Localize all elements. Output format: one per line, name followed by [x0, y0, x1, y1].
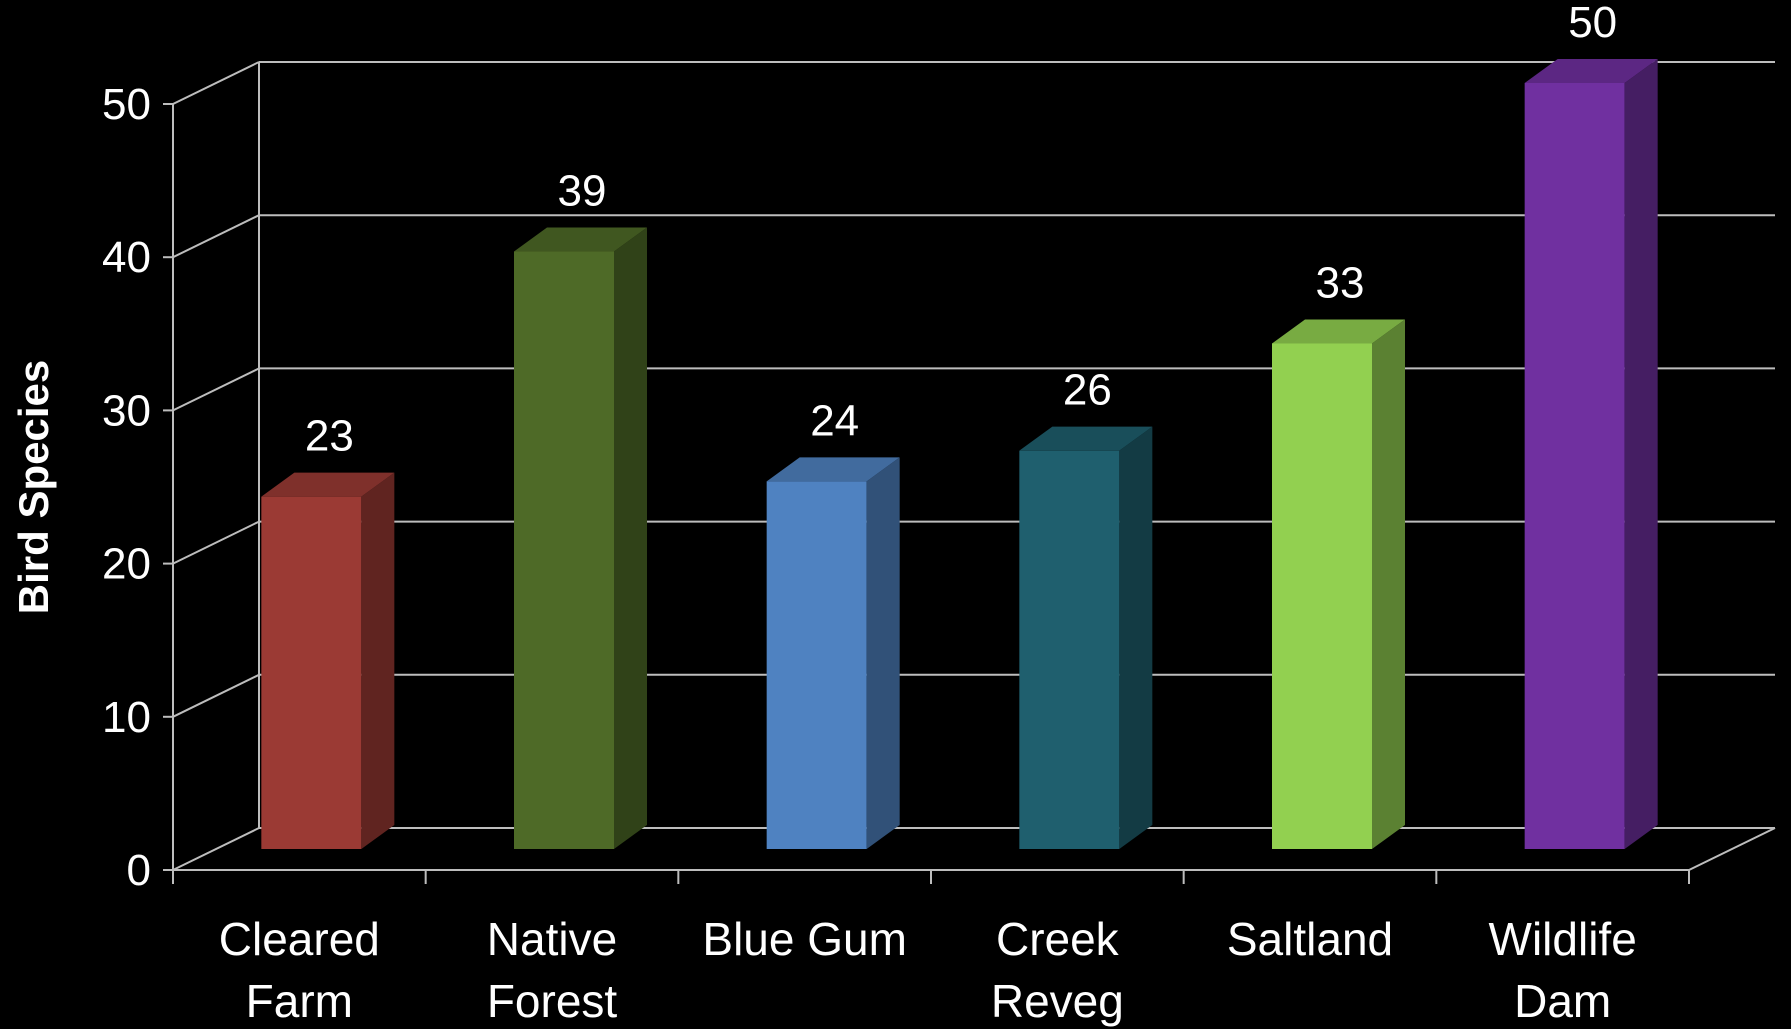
bar-front-5 [1524, 83, 1625, 849]
category-label-line: Forest [487, 975, 618, 1027]
y-tick-label-20: 20 [102, 540, 151, 589]
category-label-1: Native Forest [487, 913, 618, 1027]
bar-side-4 [1372, 319, 1405, 849]
bar-front-4 [1272, 343, 1372, 849]
bar-3 [1019, 426, 1153, 849]
side-gridline-40 [172, 214, 260, 259]
bar-front-1 [514, 251, 614, 849]
category-label-2: Blue Gum [702, 913, 907, 965]
bar-top-4 [1272, 319, 1405, 344]
data-label-1: 39 [558, 167, 607, 216]
category-label-line: Dam [1514, 975, 1611, 1027]
bar-top-0 [261, 472, 395, 497]
side-gridline-10 [172, 673, 260, 718]
bar-top-3 [1019, 426, 1153, 451]
category-label-3: Creek Reveg [991, 913, 1124, 1027]
y-tick-label-0: 0 [127, 846, 151, 895]
bar-front-3 [1019, 450, 1120, 849]
bar-1 [514, 227, 647, 849]
side-gridline-50 [172, 61, 260, 105]
category-label-5: Wildlife Dam [1489, 913, 1637, 1027]
bar-side-1 [614, 227, 647, 849]
bar-top-5 [1524, 59, 1658, 83]
category-label-4: Saltland [1227, 913, 1393, 965]
data-label-2: 24 [810, 396, 859, 445]
bar-top-2 [766, 457, 900, 482]
category-label-line: Reveg [991, 975, 1124, 1027]
axis-layer: 0 10 20 30 40 50 [102, 62, 1776, 895]
bar-5 [1524, 59, 1658, 849]
bar-side-0 [361, 472, 395, 849]
category-label-line: Native [487, 913, 617, 965]
bar-0 [261, 472, 395, 849]
side-gridline-20 [172, 520, 260, 565]
bar-side-2 [866, 457, 900, 849]
bar-layer [261, 59, 1658, 849]
category-label-line: Wildlife [1489, 913, 1637, 965]
label-layer: 23 Cleared Farm 39 Native Forest 24 Blue Gum 26 C… [219, 0, 1637, 1027]
y-axis-title: Bird Species [10, 360, 57, 614]
y-tick-label-10: 10 [102, 693, 151, 742]
category-label-line: Cleared [219, 913, 380, 965]
data-label-3: 26 [1063, 366, 1112, 415]
category-label-0: Cleared Farm [219, 913, 380, 1027]
bar-side-3 [1119, 426, 1153, 849]
y-tick-label-50: 50 [102, 80, 151, 129]
bar-2 [766, 457, 900, 849]
side-gridline-0 [172, 827, 260, 871]
grid-layer [172, 61, 1775, 871]
y-tick-label-30: 30 [102, 386, 151, 435]
y-tick-label-40: 40 [102, 233, 151, 282]
bar-4 [1272, 319, 1405, 849]
side-gridline-30 [172, 367, 260, 412]
bar-front-0 [261, 496, 362, 849]
bar-top-1 [514, 227, 647, 252]
data-label-4: 33 [1316, 258, 1365, 307]
category-label-line: Creek [996, 913, 1120, 965]
bar-side-5 [1624, 59, 1658, 849]
category-label-line: Saltland [1227, 913, 1393, 965]
floor-right-edge [1688, 827, 1776, 871]
data-label-0: 23 [305, 412, 354, 461]
category-label-line: Blue Gum [702, 913, 907, 965]
category-label-line: Farm [246, 975, 353, 1027]
bar-front-2 [766, 481, 867, 849]
data-label-5: 50 [1568, 0, 1617, 47]
